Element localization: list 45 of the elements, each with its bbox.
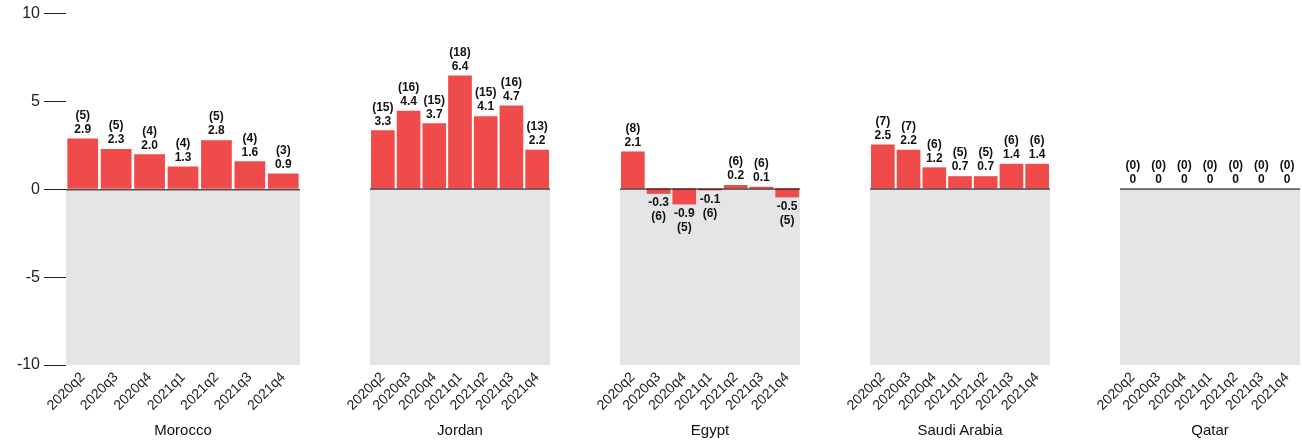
data-label: (8) 2.1 (624, 120, 642, 149)
x-axis-title: Jordan (437, 421, 483, 439)
data-label: (13) 2.2 (526, 119, 548, 148)
data-label: (4) 1.6 (241, 130, 259, 159)
data-label: (0) 0 (1279, 157, 1295, 186)
data-label: (7) 2.5 (874, 113, 892, 142)
data-label: (15) 4.1 (475, 85, 497, 114)
y-tick-label: 5 (31, 91, 41, 109)
data-label: (0) 0 (1125, 157, 1141, 186)
data-label: (6) 0.1 (753, 156, 771, 185)
data-label: (5) 2.8 (208, 109, 226, 138)
data-label: (0) 0 (1202, 157, 1218, 186)
data-label: (15) 3.3 (372, 99, 394, 128)
y-tick-label: -10 (16, 355, 41, 373)
data-label: -0.3 (6) (648, 195, 670, 224)
x-axis-title: Qatar (1191, 421, 1229, 439)
data-label: (5) 0.7 (977, 145, 995, 174)
data-label: (3) 0.9 (274, 142, 292, 171)
data-label: (16) 4.7 (500, 74, 523, 103)
data-label: (6) 1.2 (925, 136, 943, 165)
data-label: (4) 1.3 (174, 135, 192, 164)
data-label: (5) 0.7 (951, 145, 969, 174)
data-label: (15) 3.7 (423, 92, 445, 121)
y-tick-label: 0 (31, 179, 41, 197)
data-label: -0.5 (5) (776, 198, 798, 227)
x-axis-title: Egypt (690, 421, 731, 439)
data-label: (5) 2.9 (74, 107, 92, 136)
data-label: -0.9 (5) (673, 205, 695, 234)
y-tick-label: 10 (22, 4, 41, 22)
data-label: (4) 2.0 (141, 123, 159, 152)
data-label: (0) 0 (1228, 157, 1244, 186)
y-tick-label: -5 (25, 267, 41, 285)
data-label: (6) 1.4 (1003, 133, 1021, 162)
data-label: (6) 1.4 (1028, 133, 1046, 162)
x-axis-title: Saudi Arabia (917, 421, 1004, 439)
data-label: (0) 0 (1151, 157, 1166, 186)
data-label: (5) 2.3 (107, 118, 125, 147)
data-label: -0.1 (6) (699, 191, 721, 220)
data-label: (6) 0.2 (727, 154, 745, 183)
x-axis-title: Morocco (154, 421, 212, 439)
data-label: (7) 2.2 (900, 119, 918, 148)
data-label: (0) 0 (1176, 157, 1192, 186)
data-label: (16) 4.4 (397, 80, 420, 109)
data-label: (0) 0 (1254, 157, 1269, 186)
data-label: (18) 6.4 (449, 44, 471, 73)
